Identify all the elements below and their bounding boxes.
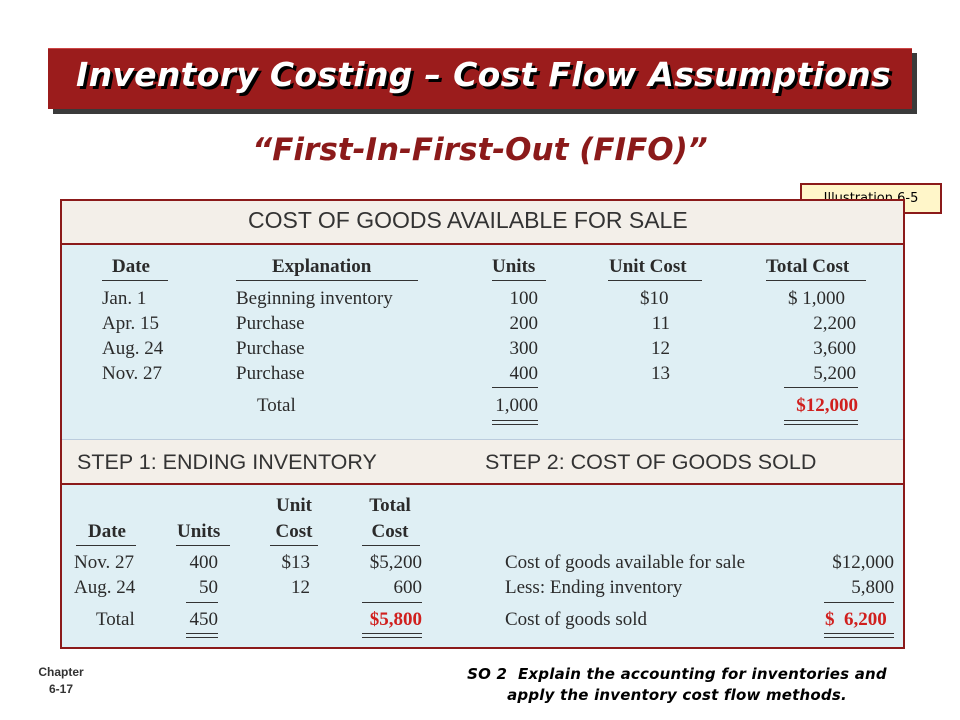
step1-total-cost: $5,800 [369, 609, 422, 630]
header-underline [270, 545, 318, 546]
header-underline [362, 545, 420, 546]
available-total-label: Total [257, 395, 296, 416]
subtotal-rule [824, 602, 894, 603]
step1-row-unit-cost: $13 [281, 552, 311, 573]
subtotal-rule [186, 602, 218, 603]
step1-col-total-cost: Cost [371, 521, 409, 542]
available-row-units: 400 [509, 363, 539, 384]
available-row-unit-cost: 13 [651, 363, 670, 384]
step2-row-label: Less: Ending inventory [505, 577, 683, 598]
available-heading-band: COST OF GOODS AVAILABLE FOR SALE [62, 201, 903, 245]
header-underline [102, 280, 168, 281]
step2-row-value: $12,000 [832, 552, 894, 573]
steps-heading-band: STEP 1: ENDING INVENTORY STEP 2: COST OF… [62, 439, 903, 485]
col-header-explanation: Explanation [272, 256, 372, 277]
double-underline [824, 637, 894, 638]
subtotal-rule [492, 387, 538, 388]
available-total-cost: $12,000 [796, 395, 858, 416]
available-row-units: 100 [509, 288, 539, 309]
step1-col-date: Date [88, 521, 126, 542]
chapter-line: Chapter [38, 665, 84, 679]
step2-row-value: 5,800 [851, 577, 894, 598]
available-row-unit-cost: 12 [651, 338, 670, 359]
available-row-date: Jan. 1 [102, 288, 147, 309]
available-row-total-cost: 3,600 [813, 338, 856, 359]
double-underline [784, 420, 858, 421]
double-underline [362, 637, 422, 638]
slide-subtitle: “First-In-First-Out (FIFO)” [252, 132, 708, 168]
col-header-total-cost: Total Cost [766, 256, 850, 277]
study-objective: SO 2 Explain the accounting for inventor… [372, 664, 960, 706]
available-row-total-cost: $ 1,000 [788, 288, 845, 309]
step1-col-unit-top: Unit [276, 495, 312, 516]
col-header-units: Units [492, 256, 536, 277]
step1-row-date: Aug. 24 [74, 577, 136, 598]
step1-row-units: 50 [199, 577, 218, 598]
available-row-total-cost: 5,200 [813, 363, 856, 384]
double-underline [186, 637, 218, 638]
header-underline [76, 545, 136, 546]
step1-heading: STEP 1: ENDING INVENTORY [77, 450, 377, 474]
step1-row-date: Nov. 27 [74, 552, 134, 573]
step2-row-label: Cost of goods available for sale [505, 552, 746, 573]
available-total-units: 1,000 [495, 395, 538, 416]
available-row-date: Apr. 15 [102, 313, 159, 334]
step2-total-label: Cost of goods sold [505, 609, 647, 630]
study-objective-line: SO 2 Explain the accounting for inventor… [467, 665, 887, 683]
chapter-number: 6-17 [48, 682, 74, 696]
slide-title-bar: Inventory Costing – Cost Flow Assumption… [48, 48, 912, 109]
header-underline [608, 280, 702, 281]
available-heading: COST OF GOODS AVAILABLE FOR SALE [248, 207, 688, 233]
step1-row-unit-cost: 12 [291, 577, 310, 598]
available-row-explanation: Beginning inventory [236, 288, 393, 309]
available-row-total-cost: 2,200 [813, 313, 856, 334]
available-row-unit-cost: 11 [651, 313, 670, 334]
header-underline [236, 280, 418, 281]
double-underline [492, 424, 538, 425]
header-underline [766, 280, 866, 281]
available-row-unit-cost: $10 [640, 288, 669, 309]
double-underline [492, 420, 538, 421]
chapter-label: Chapter 6-17 [30, 664, 92, 698]
slide-title: Inventory Costing – Cost Flow Assumption… [76, 55, 891, 94]
step1-col-total-top: Total [369, 495, 411, 516]
step1-total-units: 450 [189, 609, 219, 630]
col-header-date: Date [112, 256, 150, 277]
available-row-explanation: Purchase [236, 363, 305, 384]
study-objective-line: apply the inventory cost flow methods. [507, 686, 847, 704]
step2-heading: STEP 2: COST OF GOODS SOLD [485, 450, 817, 474]
fifo-illustration-panel: COST OF GOODS AVAILABLE FOR SALE Date Ex… [60, 199, 905, 649]
header-underline [492, 280, 546, 281]
step1-row-total-cost: 600 [393, 577, 423, 598]
subtotal-rule [362, 602, 422, 603]
header-underline [176, 545, 230, 546]
step1-col-units: Units [177, 521, 221, 542]
available-row-units: 200 [509, 313, 539, 334]
step1-row-units: 400 [189, 552, 219, 573]
available-row-explanation: Purchase [236, 313, 305, 334]
double-underline [784, 424, 858, 425]
available-row-units: 300 [509, 338, 539, 359]
available-row-date: Aug. 24 [102, 338, 164, 359]
step1-row-total-cost: $5,200 [369, 552, 422, 573]
double-underline [362, 633, 422, 634]
subtotal-rule [784, 387, 858, 388]
step1-col-unit-cost: Cost [275, 521, 313, 542]
step1-total-label: Total [96, 609, 135, 630]
available-row-date: Nov. 27 [102, 363, 162, 384]
col-header-unit-cost: Unit Cost [609, 256, 687, 277]
available-row-explanation: Purchase [236, 338, 305, 359]
double-underline [186, 633, 218, 634]
double-underline [824, 633, 894, 634]
step2-total-value: $ 6,200 [825, 609, 887, 630]
